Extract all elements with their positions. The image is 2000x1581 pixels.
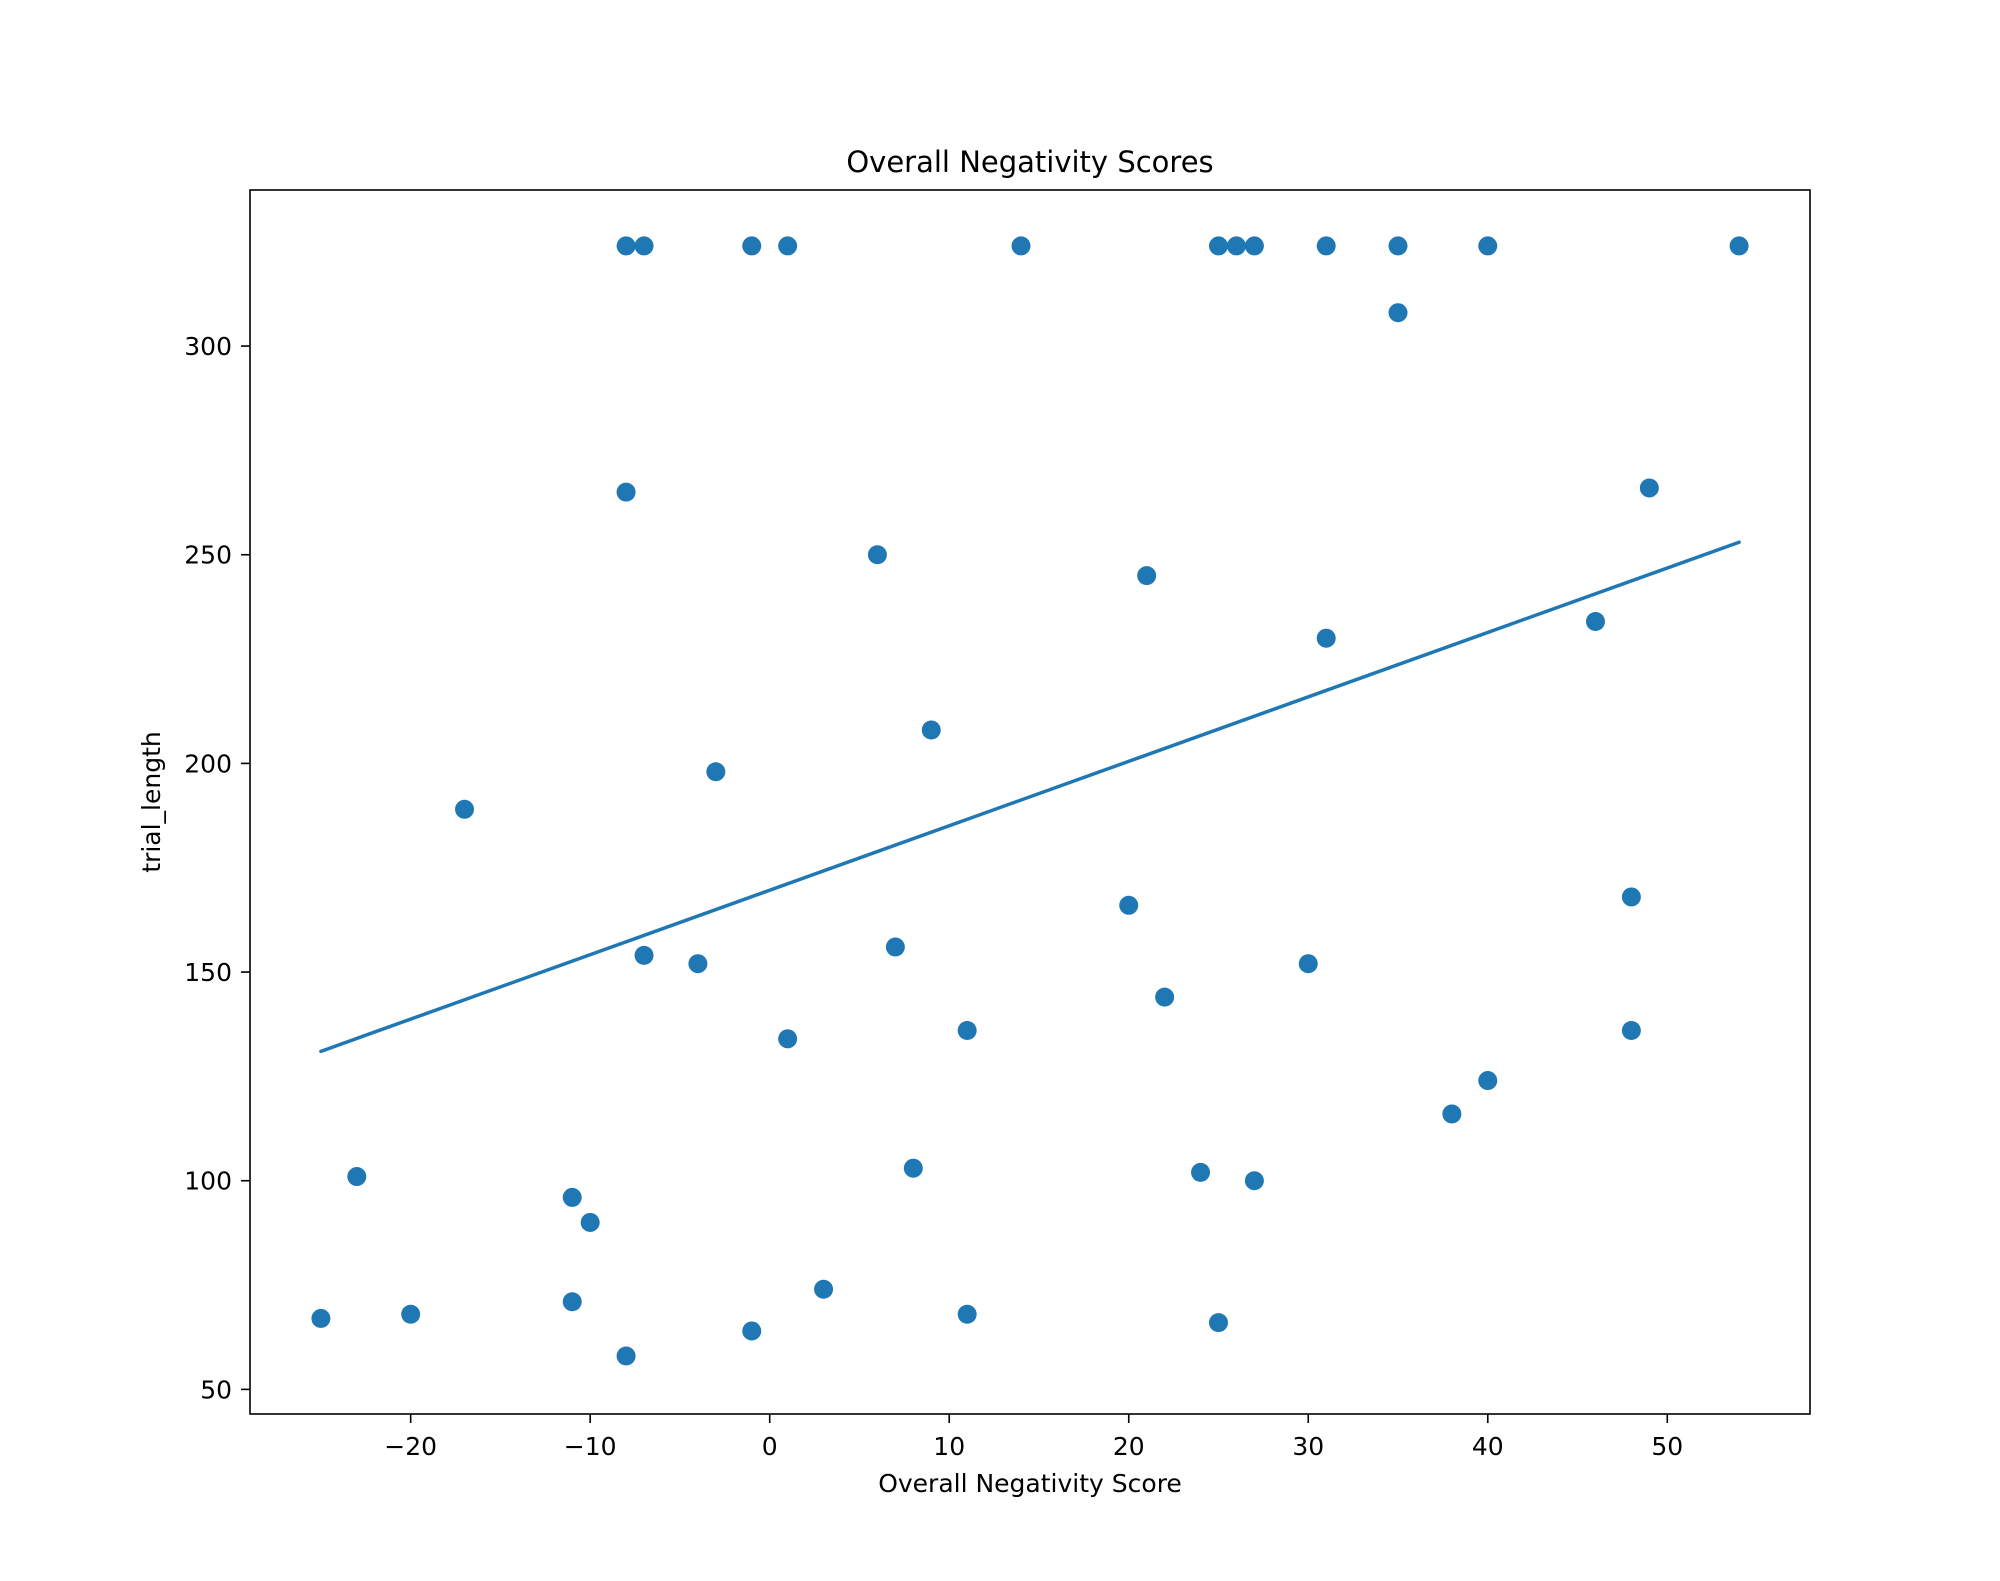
data-point — [957, 1304, 977, 1324]
data-point — [1119, 895, 1139, 915]
data-point — [1244, 1171, 1264, 1191]
x-tick-label: 30 — [1292, 1432, 1324, 1461]
data-point — [1316, 236, 1336, 256]
data-point — [347, 1167, 367, 1187]
data-point — [778, 1029, 798, 1049]
data-point — [1316, 628, 1336, 648]
data-point — [562, 1187, 582, 1207]
x-tick-label: 50 — [1651, 1432, 1683, 1461]
data-point — [867, 545, 887, 565]
data-point — [455, 799, 475, 819]
x-axis-label: Overall Negativity Score — [878, 1469, 1182, 1498]
data-point — [1585, 612, 1605, 632]
data-point — [1388, 303, 1408, 323]
data-point — [616, 236, 636, 256]
data-point — [1729, 236, 1749, 256]
data-point — [921, 720, 941, 740]
x-tick-label: 40 — [1472, 1432, 1504, 1461]
data-point — [1191, 1162, 1211, 1182]
data-point — [1137, 566, 1157, 586]
data-point — [1298, 954, 1318, 974]
data-point — [778, 236, 798, 256]
plot-area-frame — [249, 189, 1811, 1415]
data-point — [634, 945, 654, 965]
data-point — [580, 1212, 600, 1232]
data-point — [1478, 236, 1498, 256]
trend-line — [319, 540, 1741, 1054]
data-point — [1208, 236, 1228, 256]
data-point — [1621, 887, 1641, 907]
x-tick-label: 10 — [933, 1432, 965, 1461]
y-tick-label: 250 — [184, 541, 232, 570]
data-point — [742, 236, 762, 256]
y-tick-label: 150 — [184, 958, 232, 987]
x-tick-label: 20 — [1113, 1432, 1145, 1461]
data-point — [706, 762, 726, 782]
scatter-points-layer — [311, 236, 1749, 1366]
y-axis-label: trial_length — [137, 731, 166, 872]
data-point — [903, 1158, 923, 1178]
data-point — [742, 1321, 762, 1341]
data-point — [1155, 987, 1175, 1007]
y-tick-label: 100 — [184, 1167, 232, 1196]
trend-line-layer — [319, 540, 1741, 1054]
data-point — [311, 1308, 331, 1328]
data-point — [1442, 1104, 1462, 1124]
y-axis-ticks: 50 100 150 200 250 300 — [184, 332, 250, 1404]
data-point — [401, 1304, 421, 1324]
y-tick-label: 300 — [184, 332, 232, 361]
data-point — [885, 937, 905, 957]
data-point — [1388, 236, 1408, 256]
data-point — [957, 1020, 977, 1040]
data-point — [1226, 236, 1246, 256]
y-tick-label: 200 — [184, 749, 232, 778]
plot-area-background — [250, 190, 1810, 1414]
data-point — [1621, 1020, 1641, 1040]
chart-title: Overall Negativity Scores — [846, 145, 1213, 179]
data-point — [1478, 1071, 1498, 1091]
x-tick-label: 0 — [762, 1432, 778, 1461]
data-point — [688, 954, 708, 974]
data-point — [1208, 1313, 1228, 1333]
data-point — [814, 1279, 834, 1299]
x-axis-ticks: −20 −10 0 10 20 30 40 50 — [384, 1414, 1683, 1461]
x-tick-label: −20 — [384, 1432, 437, 1461]
data-point — [616, 1346, 636, 1366]
data-point — [562, 1292, 582, 1312]
data-point — [1244, 236, 1264, 256]
data-point — [634, 236, 654, 256]
x-tick-label: −10 — [564, 1432, 617, 1461]
data-point — [1639, 478, 1659, 498]
y-tick-label: 50 — [200, 1375, 232, 1404]
data-point — [616, 482, 636, 502]
data-point — [1011, 236, 1031, 256]
